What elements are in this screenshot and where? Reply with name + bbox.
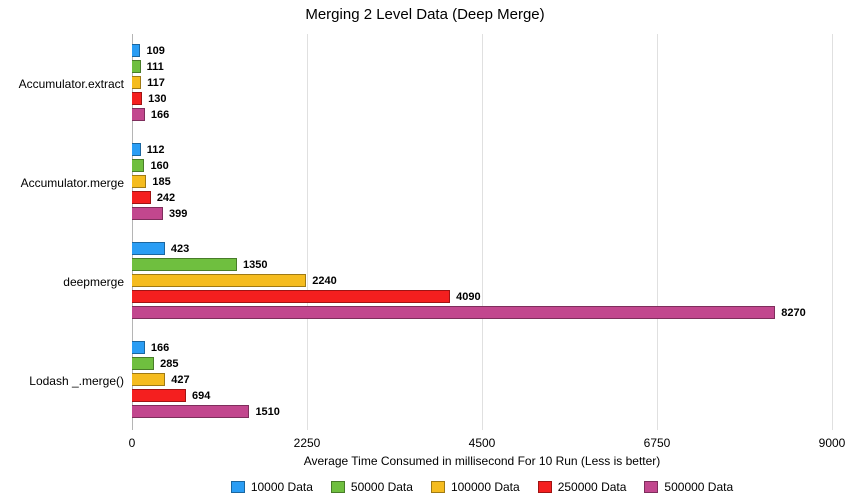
bar-row: 1350 — [132, 258, 267, 271]
bar-group: 112 160 185 242 399 — [132, 133, 832, 232]
bar — [132, 405, 249, 418]
bar-value-label: 427 — [171, 374, 189, 386]
chart-title: Merging 2 Level Data (Deep Merge) — [0, 0, 850, 23]
bar — [132, 191, 151, 204]
legend-label: 50000 Data — [351, 480, 413, 494]
legend-swatch — [644, 481, 658, 493]
bar — [132, 159, 144, 172]
legend: 10000 Data 50000 Data 100000 Data 250000 Da… — [132, 480, 832, 494]
legend-label: 10000 Data — [251, 480, 313, 494]
bar-value-label: 4090 — [456, 291, 480, 303]
plot-area: 109 111 117 130 166 112 160 185 242 399 423 1350 224… — [132, 34, 832, 430]
bar-row: 166 — [132, 108, 169, 121]
bar-value-label: 166 — [151, 109, 169, 121]
chart-container: Merging 2 Level Data (Deep Merge) 109 111… — [0, 0, 850, 501]
x-axis-label: Average Time Consumed in millisecond For… — [132, 454, 832, 468]
category-label: deepmerge — [4, 275, 124, 289]
legend-item: 250000 Data — [538, 480, 627, 494]
legend-item: 10000 Data — [231, 480, 313, 494]
legend-item: 100000 Data — [431, 480, 520, 494]
bar — [132, 274, 306, 287]
legend-label: 500000 Data — [664, 480, 733, 494]
bar-value-label: 112 — [147, 144, 165, 156]
bar — [132, 341, 145, 354]
bar-value-label: 285 — [160, 358, 178, 370]
bar-value-label: 117 — [147, 77, 165, 89]
bar-value-label: 2240 — [312, 275, 336, 287]
bar — [132, 357, 154, 370]
bar — [132, 175, 146, 188]
bar-row: 112 — [132, 143, 164, 156]
bar — [132, 143, 141, 156]
bar — [132, 373, 165, 386]
bar-row: 242 — [132, 191, 175, 204]
bar-value-label: 166 — [151, 342, 169, 354]
bar — [132, 290, 450, 303]
x-tick-label: 9000 — [819, 436, 846, 450]
bar — [132, 44, 140, 57]
legend-item: 500000 Data — [644, 480, 733, 494]
bar-value-label: 242 — [157, 192, 175, 204]
bar-value-label: 160 — [150, 160, 168, 172]
bar-row: 423 — [132, 242, 189, 255]
x-tick-label: 2250 — [294, 436, 321, 450]
bar — [132, 92, 142, 105]
bar-group: 166 285 427694 1510 — [132, 331, 832, 430]
bar-value-label: 111 — [147, 61, 164, 73]
bar-value-label: 1510 — [255, 406, 279, 418]
bar-row: 111 — [132, 60, 164, 73]
legend-swatch — [431, 481, 445, 493]
bar-value-label: 130 — [148, 93, 166, 105]
bar — [132, 108, 145, 121]
bar-value-label: 8270 — [781, 307, 805, 319]
bar-row: 427 — [132, 373, 190, 386]
legend-swatch — [538, 481, 552, 493]
legend-label: 100000 Data — [451, 480, 520, 494]
x-tick-label: 4500 — [469, 436, 496, 450]
bar-value-label: 399 — [169, 208, 187, 220]
bar — [132, 76, 141, 89]
legend-swatch — [231, 481, 245, 493]
bar-row: 4090 — [132, 290, 481, 303]
bar-row: 166 — [132, 341, 169, 354]
bar — [132, 306, 775, 319]
bar-value-label: 1350 — [243, 259, 267, 271]
category-label: Accumulator.merge — [4, 176, 124, 190]
gridline — [832, 34, 833, 430]
category-label: Lodash _.merge() — [4, 374, 124, 388]
legend-label: 250000 Data — [558, 480, 627, 494]
legend-swatch — [331, 481, 345, 493]
bar-row: 285 — [132, 357, 179, 370]
bar — [132, 60, 141, 73]
bar-group: 423 1350 2240 4090 8270 — [132, 232, 832, 331]
category-label: Accumulator.extract — [4, 77, 124, 91]
bar-value-label: 423 — [171, 243, 189, 255]
bar-row: 694 — [132, 389, 210, 402]
x-tick-label: 6750 — [644, 436, 671, 450]
bar-row: 160 — [132, 159, 169, 172]
bar-row: 109 — [132, 44, 165, 57]
bar-value-label: 694 — [192, 390, 210, 402]
bar-row: 1510 — [132, 405, 280, 418]
bar-row: 130 — [132, 92, 166, 105]
bar-row: 399 — [132, 207, 187, 220]
bar-value-label: 185 — [152, 176, 170, 188]
bar — [132, 258, 237, 271]
bar-row: 8270 — [132, 306, 806, 319]
bar-value-label: 109 — [146, 45, 164, 57]
bar-row: 185 — [132, 175, 171, 188]
bar — [132, 242, 165, 255]
bar — [132, 389, 186, 402]
bar-row: 2240 — [132, 274, 337, 287]
legend-item: 50000 Data — [331, 480, 413, 494]
bar-group: 109 111 117 130 166 — [132, 34, 832, 133]
bar-row: 117 — [132, 76, 165, 89]
bar — [132, 207, 163, 220]
x-tick-label: 0 — [129, 436, 136, 450]
